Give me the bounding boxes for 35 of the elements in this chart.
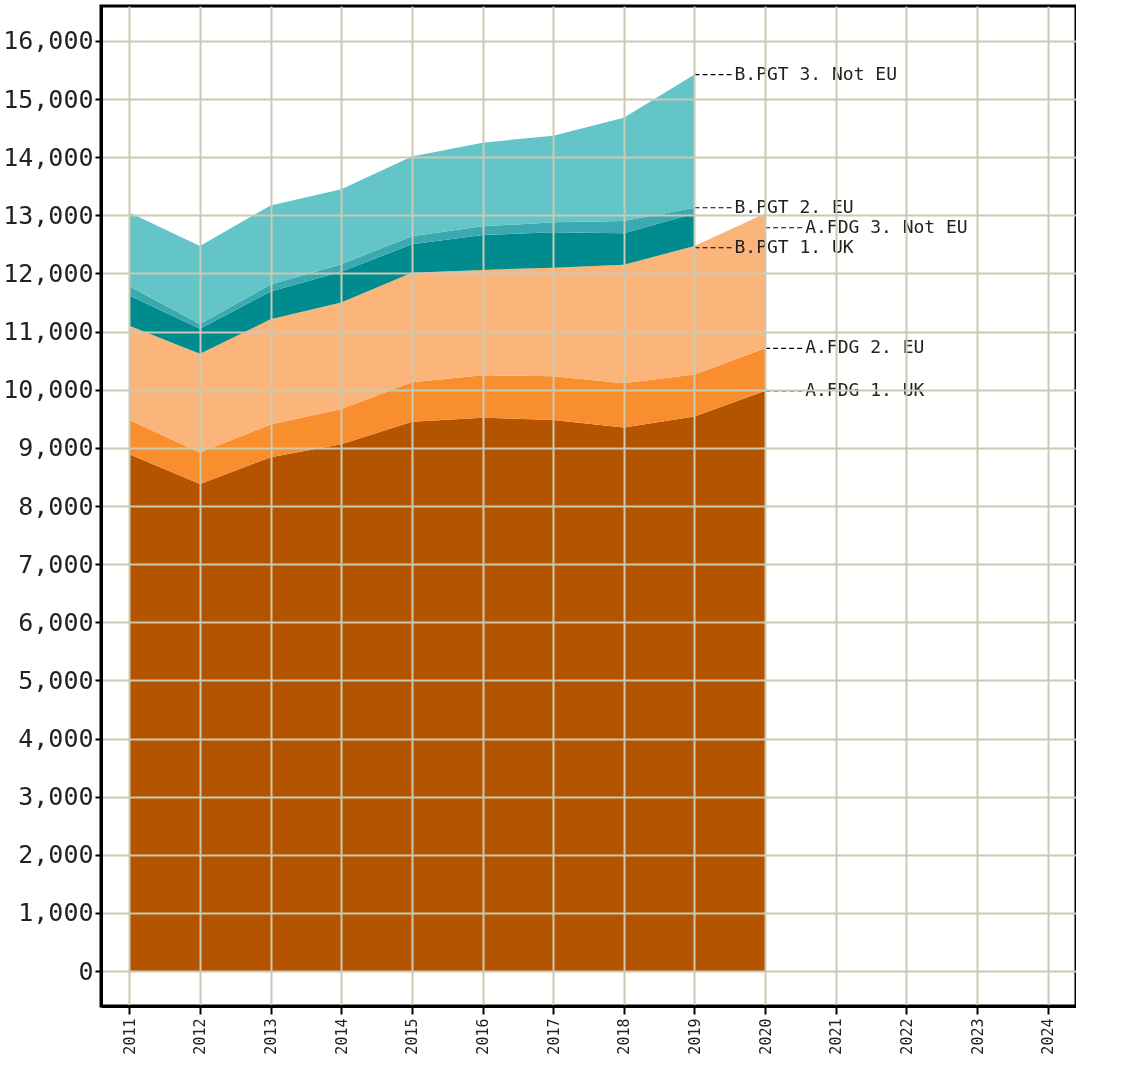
x-tick-label: 2014 [332,1018,351,1055]
text: B.PGT 3. Not EU [734,62,898,84]
y-tick-label: 11,000 [3,317,94,347]
y-tick-label: 6,000 [18,607,94,637]
text: A.FDG 2. EU [805,336,925,358]
y-tick-label: 1,000 [18,898,94,928]
x-tick-label: 2015 [403,1018,422,1055]
y-tick-label: 3,000 [18,782,94,812]
text: B.PGT 2. EU [734,195,854,217]
text: A.FDG 3. Not EU [805,215,968,237]
y-tick-label: 15,000 [3,84,94,114]
y-tick-label: 10,000 [3,375,94,405]
y-tick-label: 7,000 [18,549,94,579]
y-tick-label: 4,000 [18,724,94,754]
y-tick-label: 16,000 [3,26,94,56]
x-tick-label: 2019 [685,1018,704,1055]
x-tick-label: 2018 [615,1018,634,1055]
y-tick-label: 0 [78,956,94,986]
y-tick-label: 13,000 [3,200,94,230]
y-tick-label: 14,000 [3,142,94,172]
y-tick-label: 5,000 [18,665,94,695]
x-tick-label: 2013 [262,1018,281,1055]
x-tick-label: 2011 [120,1018,139,1055]
x-tick-label: 2022 [897,1018,916,1055]
y-tick-label: 8,000 [18,491,94,521]
x-tick-label: 2024 [1039,1018,1058,1055]
x-tick-label: 2017 [544,1018,563,1055]
y-tick-label: 12,000 [3,258,94,288]
x-tick-label: 2016 [474,1018,493,1055]
x-tick-label: 2012 [191,1018,210,1055]
x-tick-label: 2020 [756,1018,775,1055]
y-tick-label: 9,000 [18,433,94,463]
x-tick-label: 2023 [968,1018,987,1055]
x-tick-label: 2021 [827,1018,846,1055]
y-tick-label: 2,000 [18,840,94,870]
